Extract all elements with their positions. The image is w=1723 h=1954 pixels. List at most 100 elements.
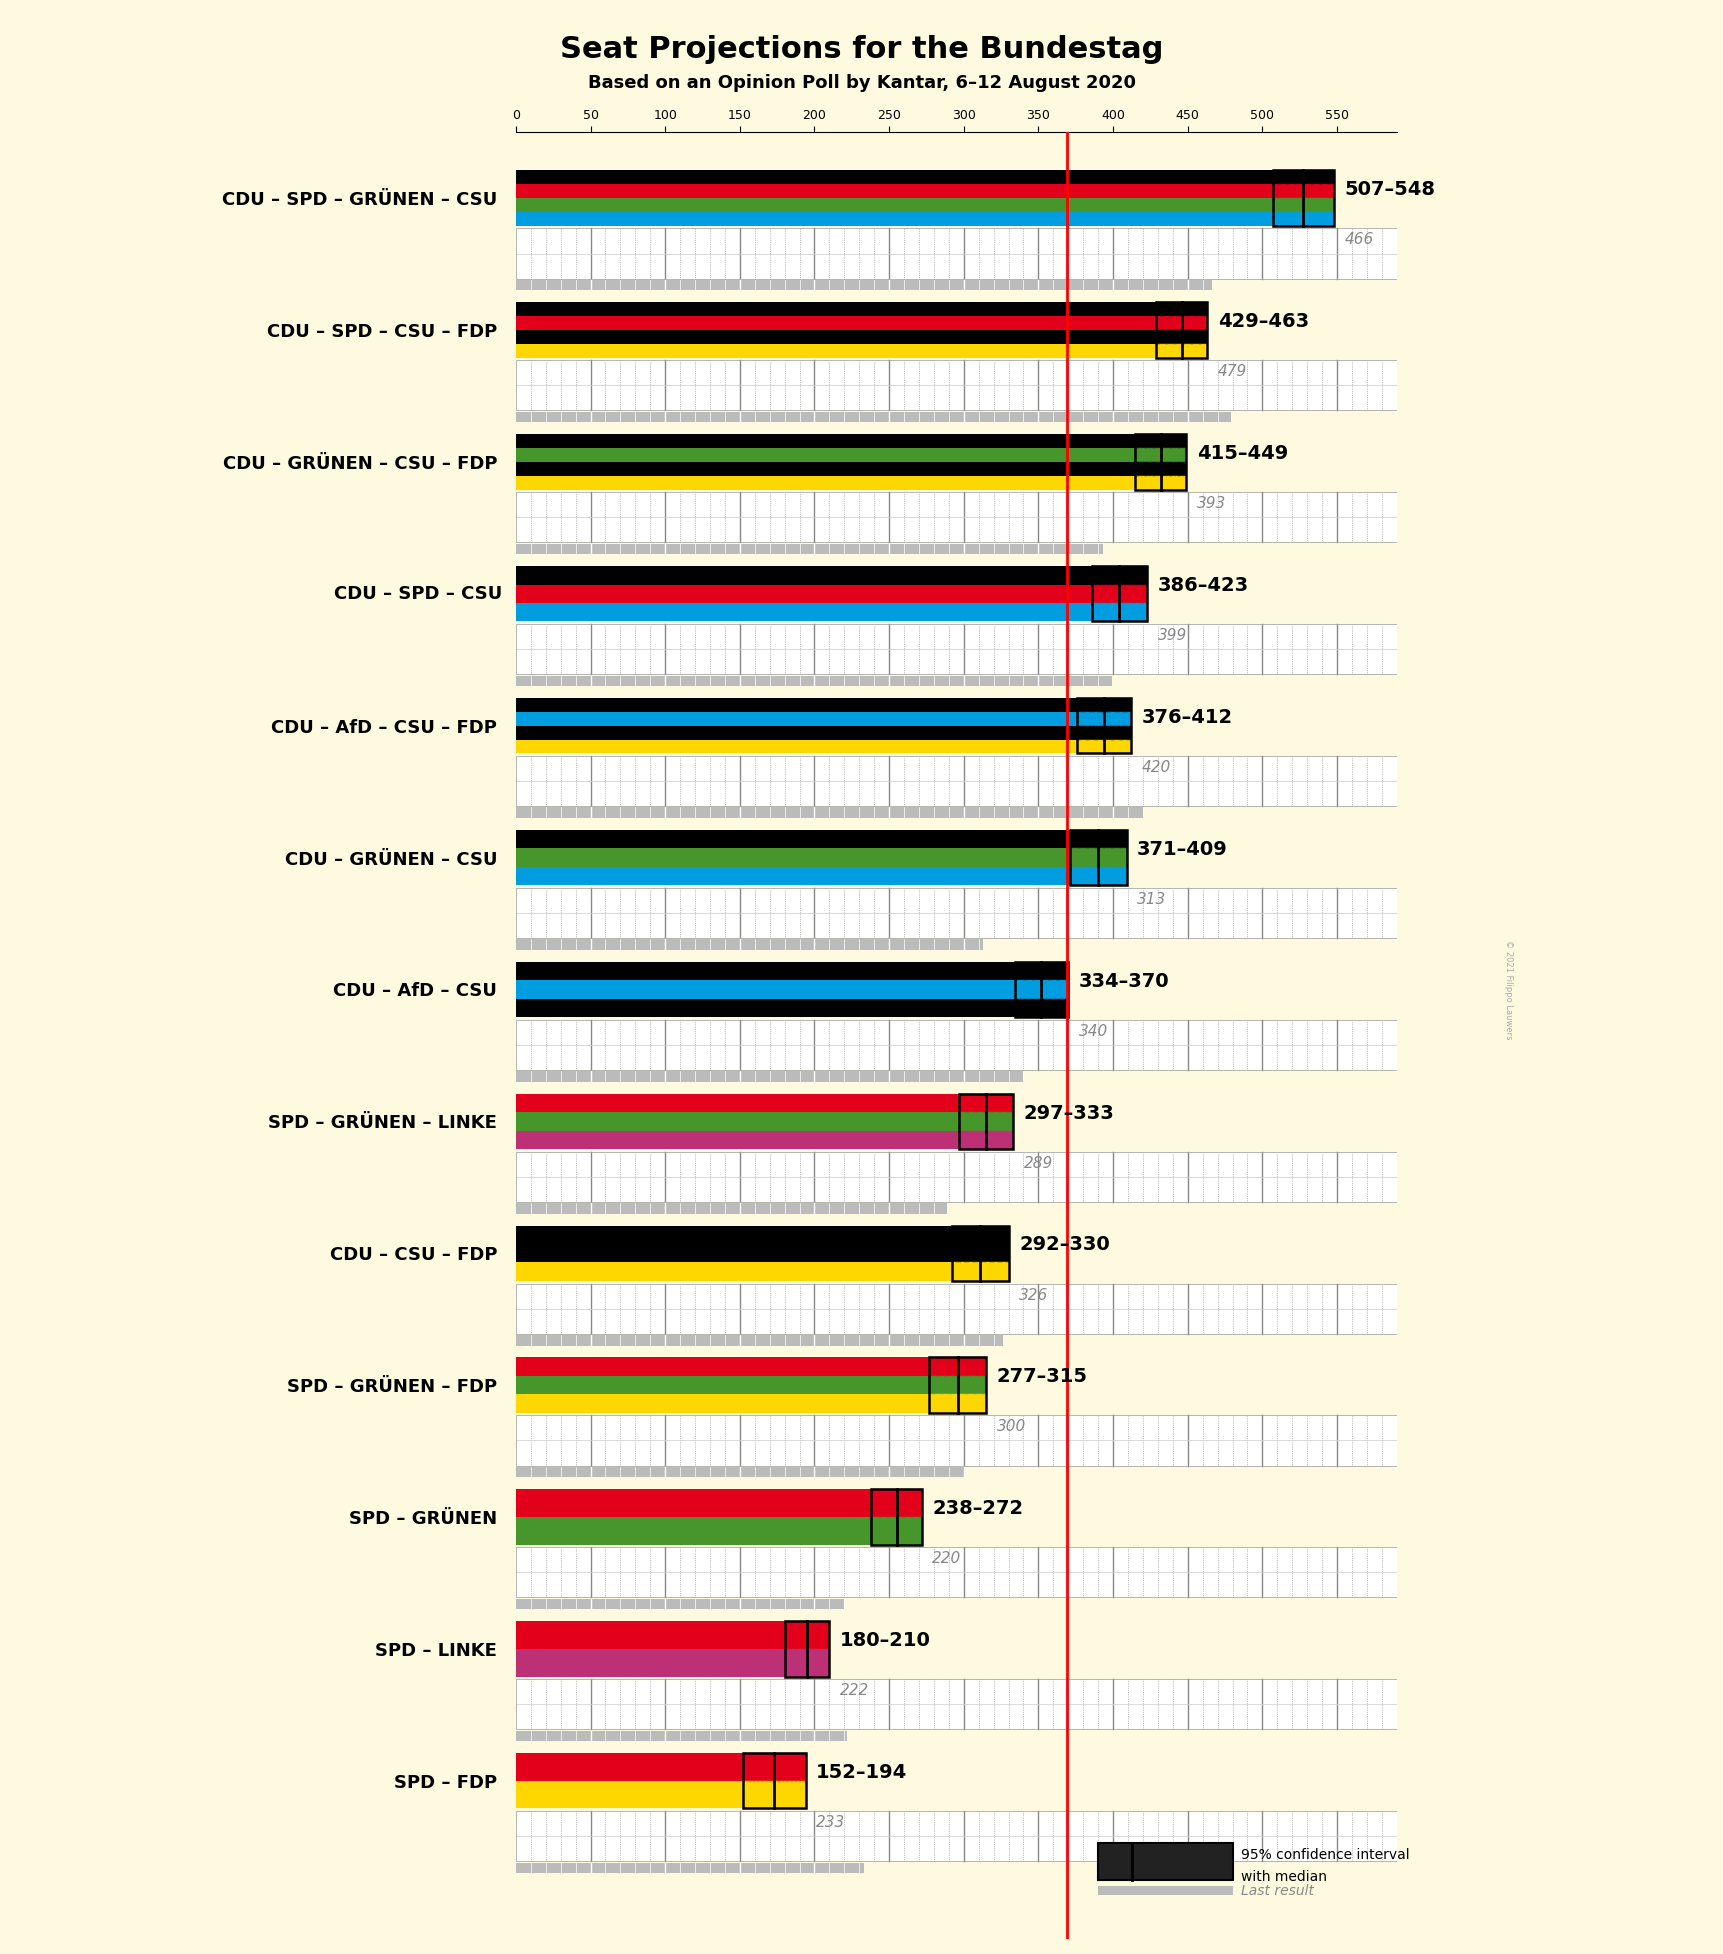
Text: 289: 289 (1023, 1155, 1053, 1170)
Bar (784, 1622, 829, 1677)
Bar (515, 1284, 1396, 1335)
Bar (1092, 604, 1148, 621)
Text: 292–330: 292–330 (1018, 1235, 1110, 1254)
Text: 277–315: 277–315 (996, 1368, 1087, 1385)
Text: with median: with median (1241, 1870, 1327, 1884)
Bar (951, 1245, 1008, 1262)
Bar (951, 1262, 1008, 1282)
Bar (1272, 211, 1334, 227)
Text: 297–333: 297–333 (1023, 1104, 1113, 1122)
Bar (784, 1622, 829, 1649)
Bar (1092, 567, 1148, 621)
Bar (515, 475, 1135, 490)
Bar (958, 1094, 1013, 1149)
Bar (1013, 961, 1068, 1018)
Text: 326: 326 (1018, 1288, 1048, 1303)
Text: CDU – SPD – CSU: CDU – SPD – CSU (334, 584, 501, 602)
Bar (515, 676, 1111, 686)
Text: 393: 393 (1196, 496, 1225, 512)
Bar (515, 1415, 1396, 1466)
Bar (1156, 330, 1206, 344)
Bar (1135, 475, 1185, 490)
Bar (958, 1094, 1013, 1112)
Bar (1156, 344, 1206, 358)
Bar (515, 279, 1211, 291)
Bar (515, 1071, 1023, 1083)
Bar (515, 1415, 1396, 1466)
Bar (515, 1649, 784, 1677)
Bar (929, 1376, 986, 1395)
Bar (515, 461, 1135, 475)
Bar (1092, 584, 1148, 604)
Bar (515, 360, 1396, 410)
Bar (743, 1780, 805, 1809)
Text: 399: 399 (1158, 627, 1187, 643)
Bar (1013, 998, 1068, 1018)
Bar (929, 1358, 986, 1413)
Bar (515, 623, 1396, 674)
Bar (1135, 475, 1185, 490)
Text: 152–194: 152–194 (815, 1763, 906, 1782)
Bar (870, 1489, 922, 1516)
Bar (1272, 184, 1334, 197)
Bar (1077, 698, 1130, 711)
Bar (1156, 330, 1206, 344)
Bar (1135, 461, 1185, 475)
Bar (951, 1225, 1008, 1245)
Text: 313: 313 (1135, 891, 1165, 907)
Text: Seat Projections for the Bundestag: Seat Projections for the Bundestag (560, 35, 1163, 64)
Text: 507–548: 507–548 (1344, 180, 1435, 199)
Bar (1070, 848, 1125, 868)
Bar (1156, 317, 1206, 330)
Bar (1272, 170, 1334, 184)
Bar (1272, 170, 1334, 184)
Bar (515, 807, 1142, 819)
Bar (743, 1753, 805, 1809)
Bar (515, 1204, 948, 1213)
Bar (515, 756, 1396, 807)
Bar (515, 998, 1013, 1018)
Text: 300: 300 (996, 1419, 1025, 1434)
Bar (515, 170, 1272, 184)
Bar (1077, 698, 1130, 711)
Bar (515, 848, 1070, 868)
Bar (958, 1094, 1013, 1112)
Text: 376–412: 376–412 (1141, 707, 1232, 727)
Bar (1092, 604, 1148, 621)
Bar (515, 1151, 1396, 1202)
Bar (1070, 868, 1125, 885)
Bar (515, 211, 1272, 227)
Bar (515, 492, 1396, 543)
Bar (1135, 434, 1185, 447)
Bar (784, 1649, 829, 1677)
Bar (1135, 461, 1185, 475)
Bar (1165, 1843, 1232, 1880)
Bar (515, 1489, 870, 1516)
Bar (515, 1395, 929, 1413)
Bar (1070, 830, 1125, 848)
Bar (515, 698, 1077, 711)
Bar (1272, 211, 1334, 227)
Bar (958, 1112, 1013, 1131)
Bar (515, 1376, 929, 1395)
Bar (515, 623, 1396, 674)
Text: 180–210: 180–210 (839, 1632, 930, 1649)
Bar (515, 981, 1013, 998)
Bar (515, 1020, 1396, 1071)
Bar (515, 1548, 1396, 1598)
Bar (951, 1262, 1008, 1282)
Bar (515, 1622, 784, 1649)
Bar (784, 1622, 829, 1649)
Bar (1156, 344, 1206, 358)
Bar (1135, 434, 1185, 447)
Bar (515, 1678, 1396, 1729)
Bar (1156, 303, 1206, 317)
Bar (515, 1731, 846, 1741)
Bar (1070, 868, 1125, 885)
Bar (1077, 725, 1130, 739)
Text: 466: 466 (1344, 233, 1373, 248)
Bar (929, 1376, 986, 1395)
Text: 415–449: 415–449 (1196, 444, 1287, 463)
Bar (515, 711, 1077, 725)
Bar (515, 1753, 743, 1780)
